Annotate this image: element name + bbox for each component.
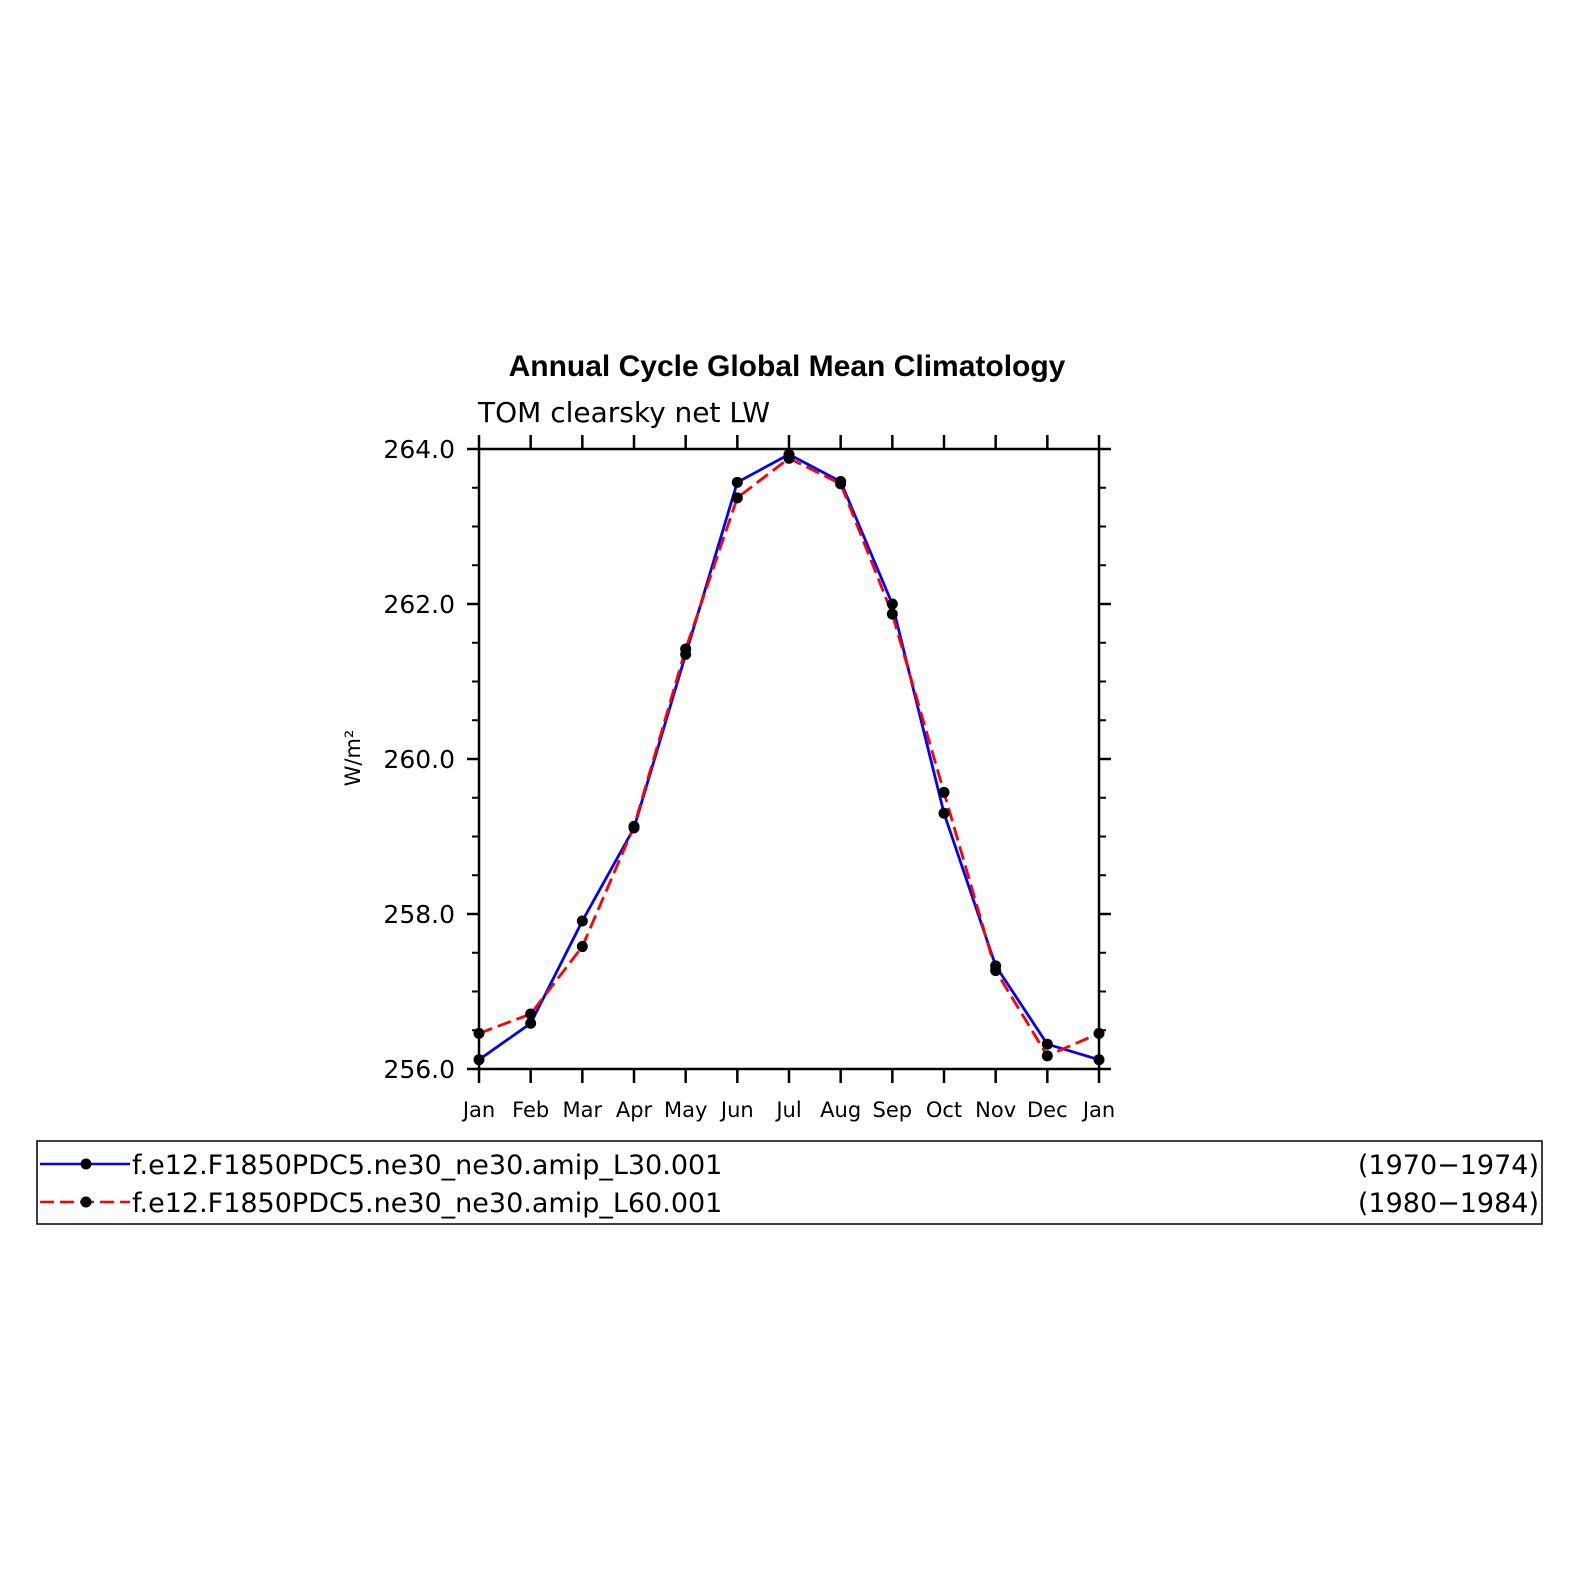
data-lines <box>478 452 1100 1062</box>
y-tick-label: 260.0 <box>383 745 455 774</box>
y-tick-label: 258.0 <box>383 900 455 929</box>
legend-marker-series-1 <box>80 1158 92 1170</box>
x-tick-label: Apr <box>616 1098 653 1122</box>
axis-ticks <box>467 435 1111 1083</box>
series-2-point <box>525 1008 537 1020</box>
y-tick-label: 262.0 <box>383 590 455 619</box>
x-tick-label: Nov <box>975 1098 1016 1122</box>
series-1-point <box>886 598 898 610</box>
y-tick-label: 256.0 <box>383 1055 455 1084</box>
legend-marker-series-2 <box>80 1196 92 1208</box>
x-tick-label: Oct <box>926 1098 962 1122</box>
series-1-point <box>576 915 588 927</box>
series-1-point <box>525 1017 537 1029</box>
series-1-point <box>1041 1038 1053 1050</box>
series-2-point <box>886 608 898 620</box>
series-2-point <box>680 643 692 655</box>
legend-box <box>36 1140 1543 1225</box>
x-tick-label: Aug <box>820 1098 861 1122</box>
series-2-point <box>938 786 950 798</box>
series-2-point <box>731 492 743 504</box>
data-markers <box>473 448 1105 1066</box>
series-2-point <box>783 452 795 464</box>
legend-period-series-2: (1980−1984) <box>1358 1188 1539 1219</box>
chart-subtitle: TOM clearsky net LW <box>477 396 770 429</box>
x-tick-label: Jun <box>719 1098 754 1122</box>
series-1-point <box>731 476 743 488</box>
x-tick-label: Jan <box>461 1098 495 1122</box>
x-tick-label: Jul <box>774 1098 801 1122</box>
legend-label-series-1: f.e12.F1850PDC5.ne30_ne30.amip_L30.001 <box>132 1150 722 1181</box>
series-2-point <box>835 478 847 490</box>
legend-period-series-1: (1970−1974) <box>1358 1150 1539 1181</box>
series-2-point <box>1041 1050 1053 1062</box>
x-tick-label: May <box>664 1098 707 1122</box>
tick-labels: 256.0 258.0 260.0 262.0 264.0 Jan Feb Mar Apr May… <box>383 435 1115 1122</box>
series-1-point <box>938 807 950 819</box>
legend-label-series-2: f.e12.F1850PDC5.ne30_ne30.amip_L60.001 <box>132 1188 722 1219</box>
series-2-point <box>628 820 640 832</box>
x-tick-label: Feb <box>512 1098 549 1122</box>
series-2-point <box>576 941 588 953</box>
x-tick-label: Mar <box>563 1098 603 1122</box>
series-2-point <box>990 965 1002 977</box>
x-tick-label: Sep <box>873 1098 913 1122</box>
series-line-2 <box>478 456 1100 1058</box>
x-tick-label: Jan <box>1081 1098 1115 1122</box>
y-tick-label: 264.0 <box>383 435 455 464</box>
legend: f.e12.F1850PDC5.ne30_ne30.amip_L30.001 (… <box>36 1140 1543 1225</box>
chart-title: Annual Cycle Global Mean Climatology <box>509 350 1066 383</box>
y-axis-label: W/m² <box>341 730 365 787</box>
x-tick-label: Dec <box>1027 1098 1068 1122</box>
plot-frame <box>477 447 1101 1071</box>
series-line-1 <box>478 452 1100 1062</box>
